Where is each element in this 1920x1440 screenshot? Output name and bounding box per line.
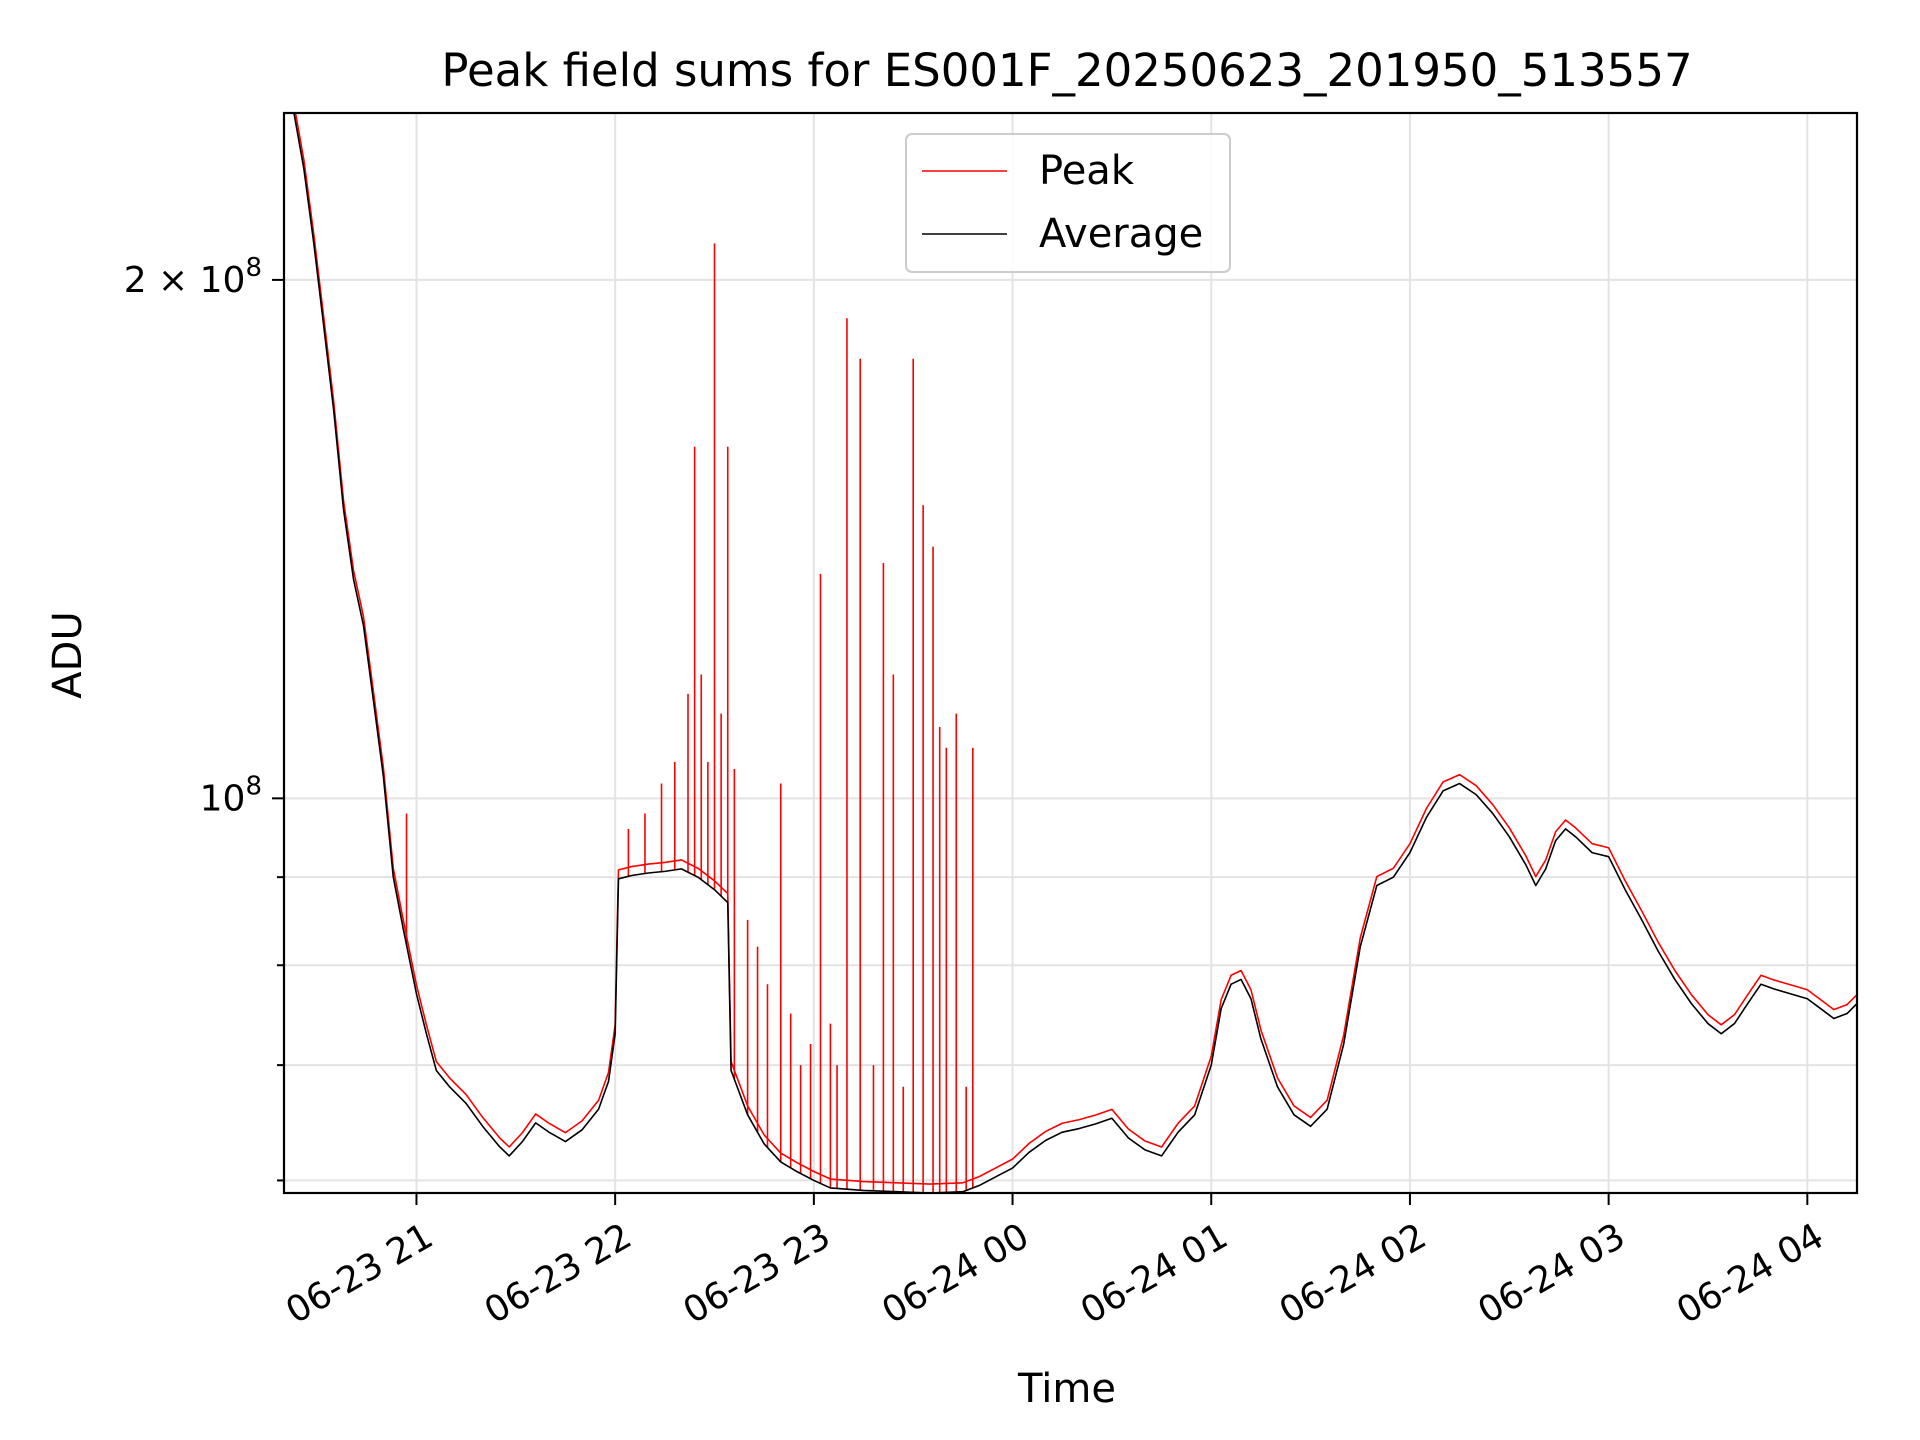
x-tick-label: 06-24 01: [1074, 1216, 1235, 1332]
grid-lines: [284, 113, 1857, 1193]
chart-title: Peak field sums for ES001F_20250623_2019…: [441, 44, 1692, 97]
x-tick-label: 06-24 02: [1273, 1216, 1434, 1332]
series-group: [284, 113, 1857, 1193]
x-tick-label: 06-24 04: [1670, 1216, 1831, 1332]
legend-box: [905, 133, 1231, 273]
legend-label-average: Average: [1039, 211, 1203, 257]
x-axis-label: Time: [1017, 1366, 1116, 1412]
legend-label-peak: Peak: [1039, 148, 1135, 194]
series-line-average: [284, 113, 1857, 1193]
x-tick-label: 06-24 03: [1471, 1216, 1632, 1332]
series-line-peak: [294, 113, 1857, 1185]
legend: Peak Average: [905, 133, 1231, 273]
plot-series: [284, 113, 1857, 1193]
x-tick-label: 06-23 22: [478, 1216, 639, 1332]
x-tick-label: 06-23 21: [279, 1216, 440, 1332]
x-tick-label: 06-23 23: [677, 1216, 838, 1332]
y-axis-label: ADU: [45, 611, 91, 698]
plot-frame: [282, 111, 1859, 1195]
axis-ticks: 06-23 21 06-23 22 06-23 23 06-24 00 06-24 01…: [124, 253, 1831, 1332]
y-tick-label: 2 × 108: [124, 253, 262, 301]
x-tick-label: 06-24 00: [875, 1216, 1036, 1332]
y-tick-label: 108: [200, 771, 262, 819]
